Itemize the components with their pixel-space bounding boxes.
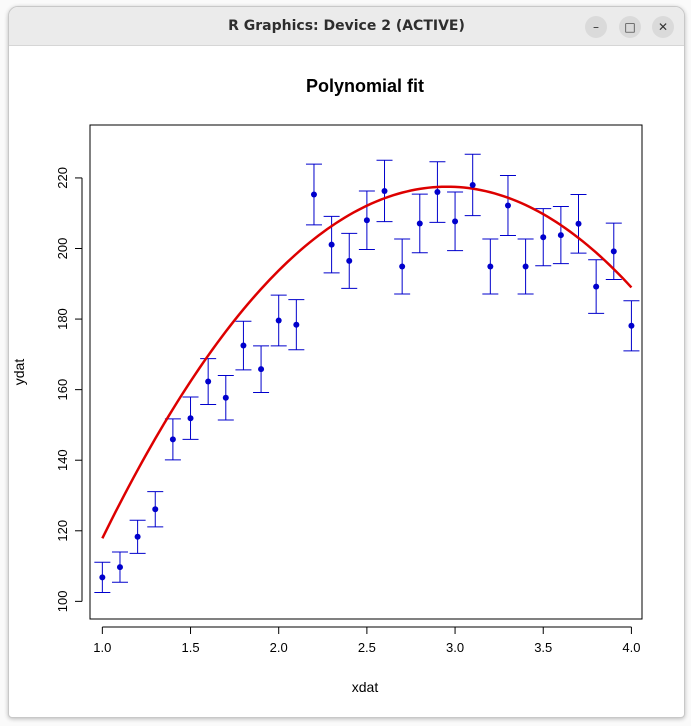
y-axis: 100 120 140 160 180 200 220 <box>55 167 83 613</box>
fit-line <box>101 185 633 539</box>
data-point <box>116 564 123 571</box>
data-point <box>222 394 229 401</box>
minimize-icon: – <box>593 20 599 34</box>
r-graphics-window: R Graphics: Device 2 (ACTIVE) – □ ✕ Poly… <box>8 6 685 718</box>
data-point <box>575 220 582 227</box>
x-tick-label: 2.5 <box>358 640 376 655</box>
plot-frame <box>89 124 643 620</box>
data-point <box>504 202 511 209</box>
minimize-button[interactable]: – <box>585 16 607 38</box>
close-icon: ✕ <box>657 20 669 34</box>
plot-area: Polynomial fit 1.0 1.5 2.0 2.5 3.0 3.5 4.0 100… <box>9 46 684 717</box>
y-tick-label: 220 <box>55 167 70 189</box>
data-point <box>187 415 194 422</box>
data-point <box>99 574 106 581</box>
y-tick-label: 120 <box>55 520 70 542</box>
data-point <box>346 257 353 264</box>
y-tick-label: 100 <box>55 591 70 613</box>
data-point <box>381 187 388 194</box>
data-point <box>328 241 335 248</box>
y-tick-label: 180 <box>55 308 70 330</box>
data-point <box>258 366 265 373</box>
data-point <box>310 191 317 198</box>
data-point <box>487 263 494 270</box>
chart-title: Polynomial fit <box>306 76 424 96</box>
data-point <box>134 533 141 540</box>
x-tick-label: 1.5 <box>181 640 199 655</box>
x-tick-label: 4.0 <box>622 640 640 655</box>
data-point <box>540 234 547 241</box>
x-tick-label: 3.0 <box>446 640 464 655</box>
data-point <box>610 248 617 255</box>
x-axis-label: xdat <box>352 679 379 695</box>
y-axis-label: ydat <box>11 359 27 386</box>
y-tick-label: 140 <box>55 449 70 471</box>
data-point <box>434 189 441 196</box>
data-point <box>416 220 423 227</box>
data-point <box>452 218 459 225</box>
maximize-button[interactable]: □ <box>619 16 641 38</box>
data-points <box>99 181 635 581</box>
y-tick-label: 200 <box>55 238 70 260</box>
window-titlebar[interactable]: R Graphics: Device 2 (ACTIVE) – □ ✕ <box>9 7 684 46</box>
data-point <box>275 317 282 324</box>
fit-curve-group <box>101 185 633 539</box>
data-point <box>205 378 212 385</box>
x-axis: 1.0 1.5 2.0 2.5 3.0 3.5 4.0 <box>93 626 640 655</box>
error-bars <box>94 153 640 594</box>
data-point <box>628 322 635 329</box>
data-point <box>240 342 247 349</box>
data-point <box>469 181 476 188</box>
data-point <box>152 506 159 513</box>
data-point <box>399 263 406 270</box>
data-point <box>557 232 564 239</box>
x-tick-label: 1.0 <box>93 640 111 655</box>
x-tick-label: 2.0 <box>270 640 288 655</box>
data-point <box>593 283 600 290</box>
x-tick-label: 3.5 <box>534 640 552 655</box>
data-point <box>169 436 176 443</box>
y-tick-label: 160 <box>55 379 70 401</box>
window-title: R Graphics: Device 2 (ACTIVE) <box>228 18 465 34</box>
polynomial-fit-chart: Polynomial fit 1.0 1.5 2.0 2.5 3.0 3.5 4.0 100… <box>11 76 643 695</box>
close-button[interactable]: ✕ <box>652 16 674 38</box>
data-point <box>363 217 370 224</box>
data-point <box>522 263 529 270</box>
maximize-icon: □ <box>624 20 636 34</box>
data-point <box>293 321 300 328</box>
